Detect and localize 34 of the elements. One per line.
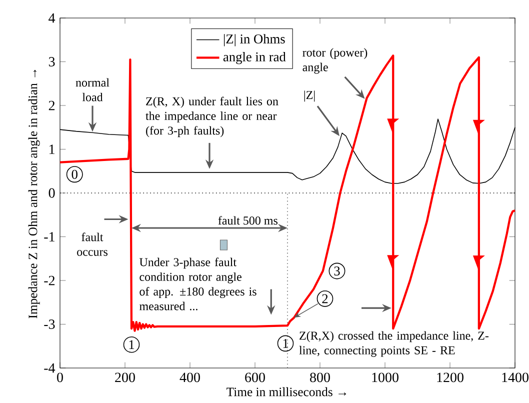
y-tick-label: -4 xyxy=(44,363,56,373)
y-axis-title: Impedance Z in Ohm and rotor angle in radian → xyxy=(28,70,40,318)
y-tick-label: 2 xyxy=(48,100,55,110)
annotation: rotor (power) angle xyxy=(302,48,368,74)
annotation: Z(R, X) under fault lies on the impedance line or near (for 3-ph faults) xyxy=(146,96,278,138)
annotation: fault 500 ms xyxy=(218,216,278,225)
x-tick-label: 0 xyxy=(57,372,63,382)
y-tick-label: 3 xyxy=(48,57,55,66)
annotation: 0 xyxy=(72,170,78,179)
annotation: 3 xyxy=(334,266,340,276)
x-tick-label: 800 xyxy=(310,372,330,382)
annotation: 2 xyxy=(322,294,328,304)
annotation: Z(R,X) crossed the impedance line, Z-line, connecting points SE - RE xyxy=(299,331,488,357)
y-tick-label: -3 xyxy=(44,320,55,329)
x-tick-label: 1400 xyxy=(502,372,528,382)
annotation: Under 3-phase fault condition rotor angle of app. ±180 degrees is measured ... xyxy=(139,258,256,310)
x-tick-label: 1200 xyxy=(437,372,464,382)
annotation: 1 xyxy=(129,340,134,350)
y-tick-label: -2 xyxy=(44,276,55,286)
x-tick-label: 1000 xyxy=(372,372,398,382)
x-tick-label: 600 xyxy=(245,372,265,382)
x-tick-label: 200 xyxy=(115,372,135,382)
y-tick-label: 4 xyxy=(48,13,56,23)
annotation: normal load xyxy=(76,78,110,102)
legend-label: |Z| in Ohms xyxy=(224,34,285,46)
annotation: 1 xyxy=(283,339,288,348)
legend-label: angle in rad xyxy=(223,52,286,64)
x-tick-label: 400 xyxy=(180,372,200,382)
annotation: fault occurs xyxy=(77,232,108,256)
y-tick-label: 0 xyxy=(48,188,55,198)
y-tick-label: -1 xyxy=(44,232,54,242)
y-tick-label: 1 xyxy=(50,144,54,154)
x-axis-title: Time in milliseconds → xyxy=(226,387,346,396)
annotation: |Z| xyxy=(304,90,315,102)
